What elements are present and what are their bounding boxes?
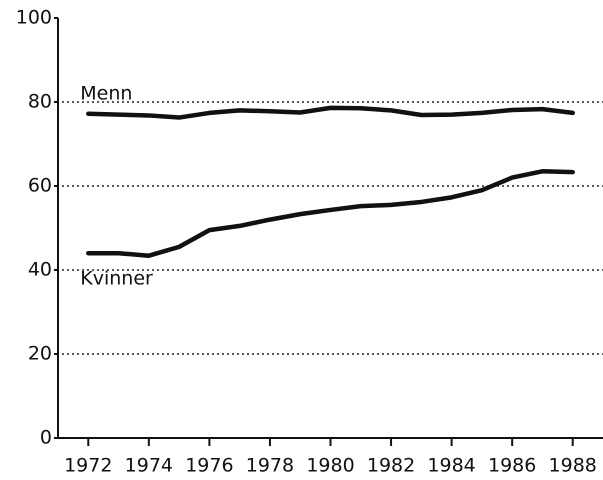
y-tick-label: 40 bbox=[28, 259, 52, 281]
series-line bbox=[86, 105, 575, 120]
y-tick-label: 60 bbox=[28, 175, 52, 197]
x-tick-label: 1988 bbox=[549, 455, 597, 477]
y-tick-label: 80 bbox=[28, 91, 52, 113]
x-tick-label: 1976 bbox=[185, 455, 233, 477]
series-label: Menn bbox=[80, 82, 132, 104]
x-tick-label: 1984 bbox=[427, 455, 475, 477]
y-tick-label: 0 bbox=[40, 427, 52, 449]
x-tick-label: 1978 bbox=[246, 455, 294, 477]
x-tick-label: 1980 bbox=[306, 455, 354, 477]
series-label: Kvinner bbox=[80, 268, 153, 290]
x-tick-label: 1982 bbox=[367, 455, 415, 477]
x-tick-label: 1986 bbox=[488, 455, 536, 477]
y-tick-label: 100 bbox=[16, 7, 52, 29]
x-tick-label: 1974 bbox=[125, 455, 173, 477]
x-tick-label: 1972 bbox=[64, 455, 112, 477]
series-line bbox=[86, 169, 575, 258]
y-tick-label: 20 bbox=[28, 343, 52, 365]
